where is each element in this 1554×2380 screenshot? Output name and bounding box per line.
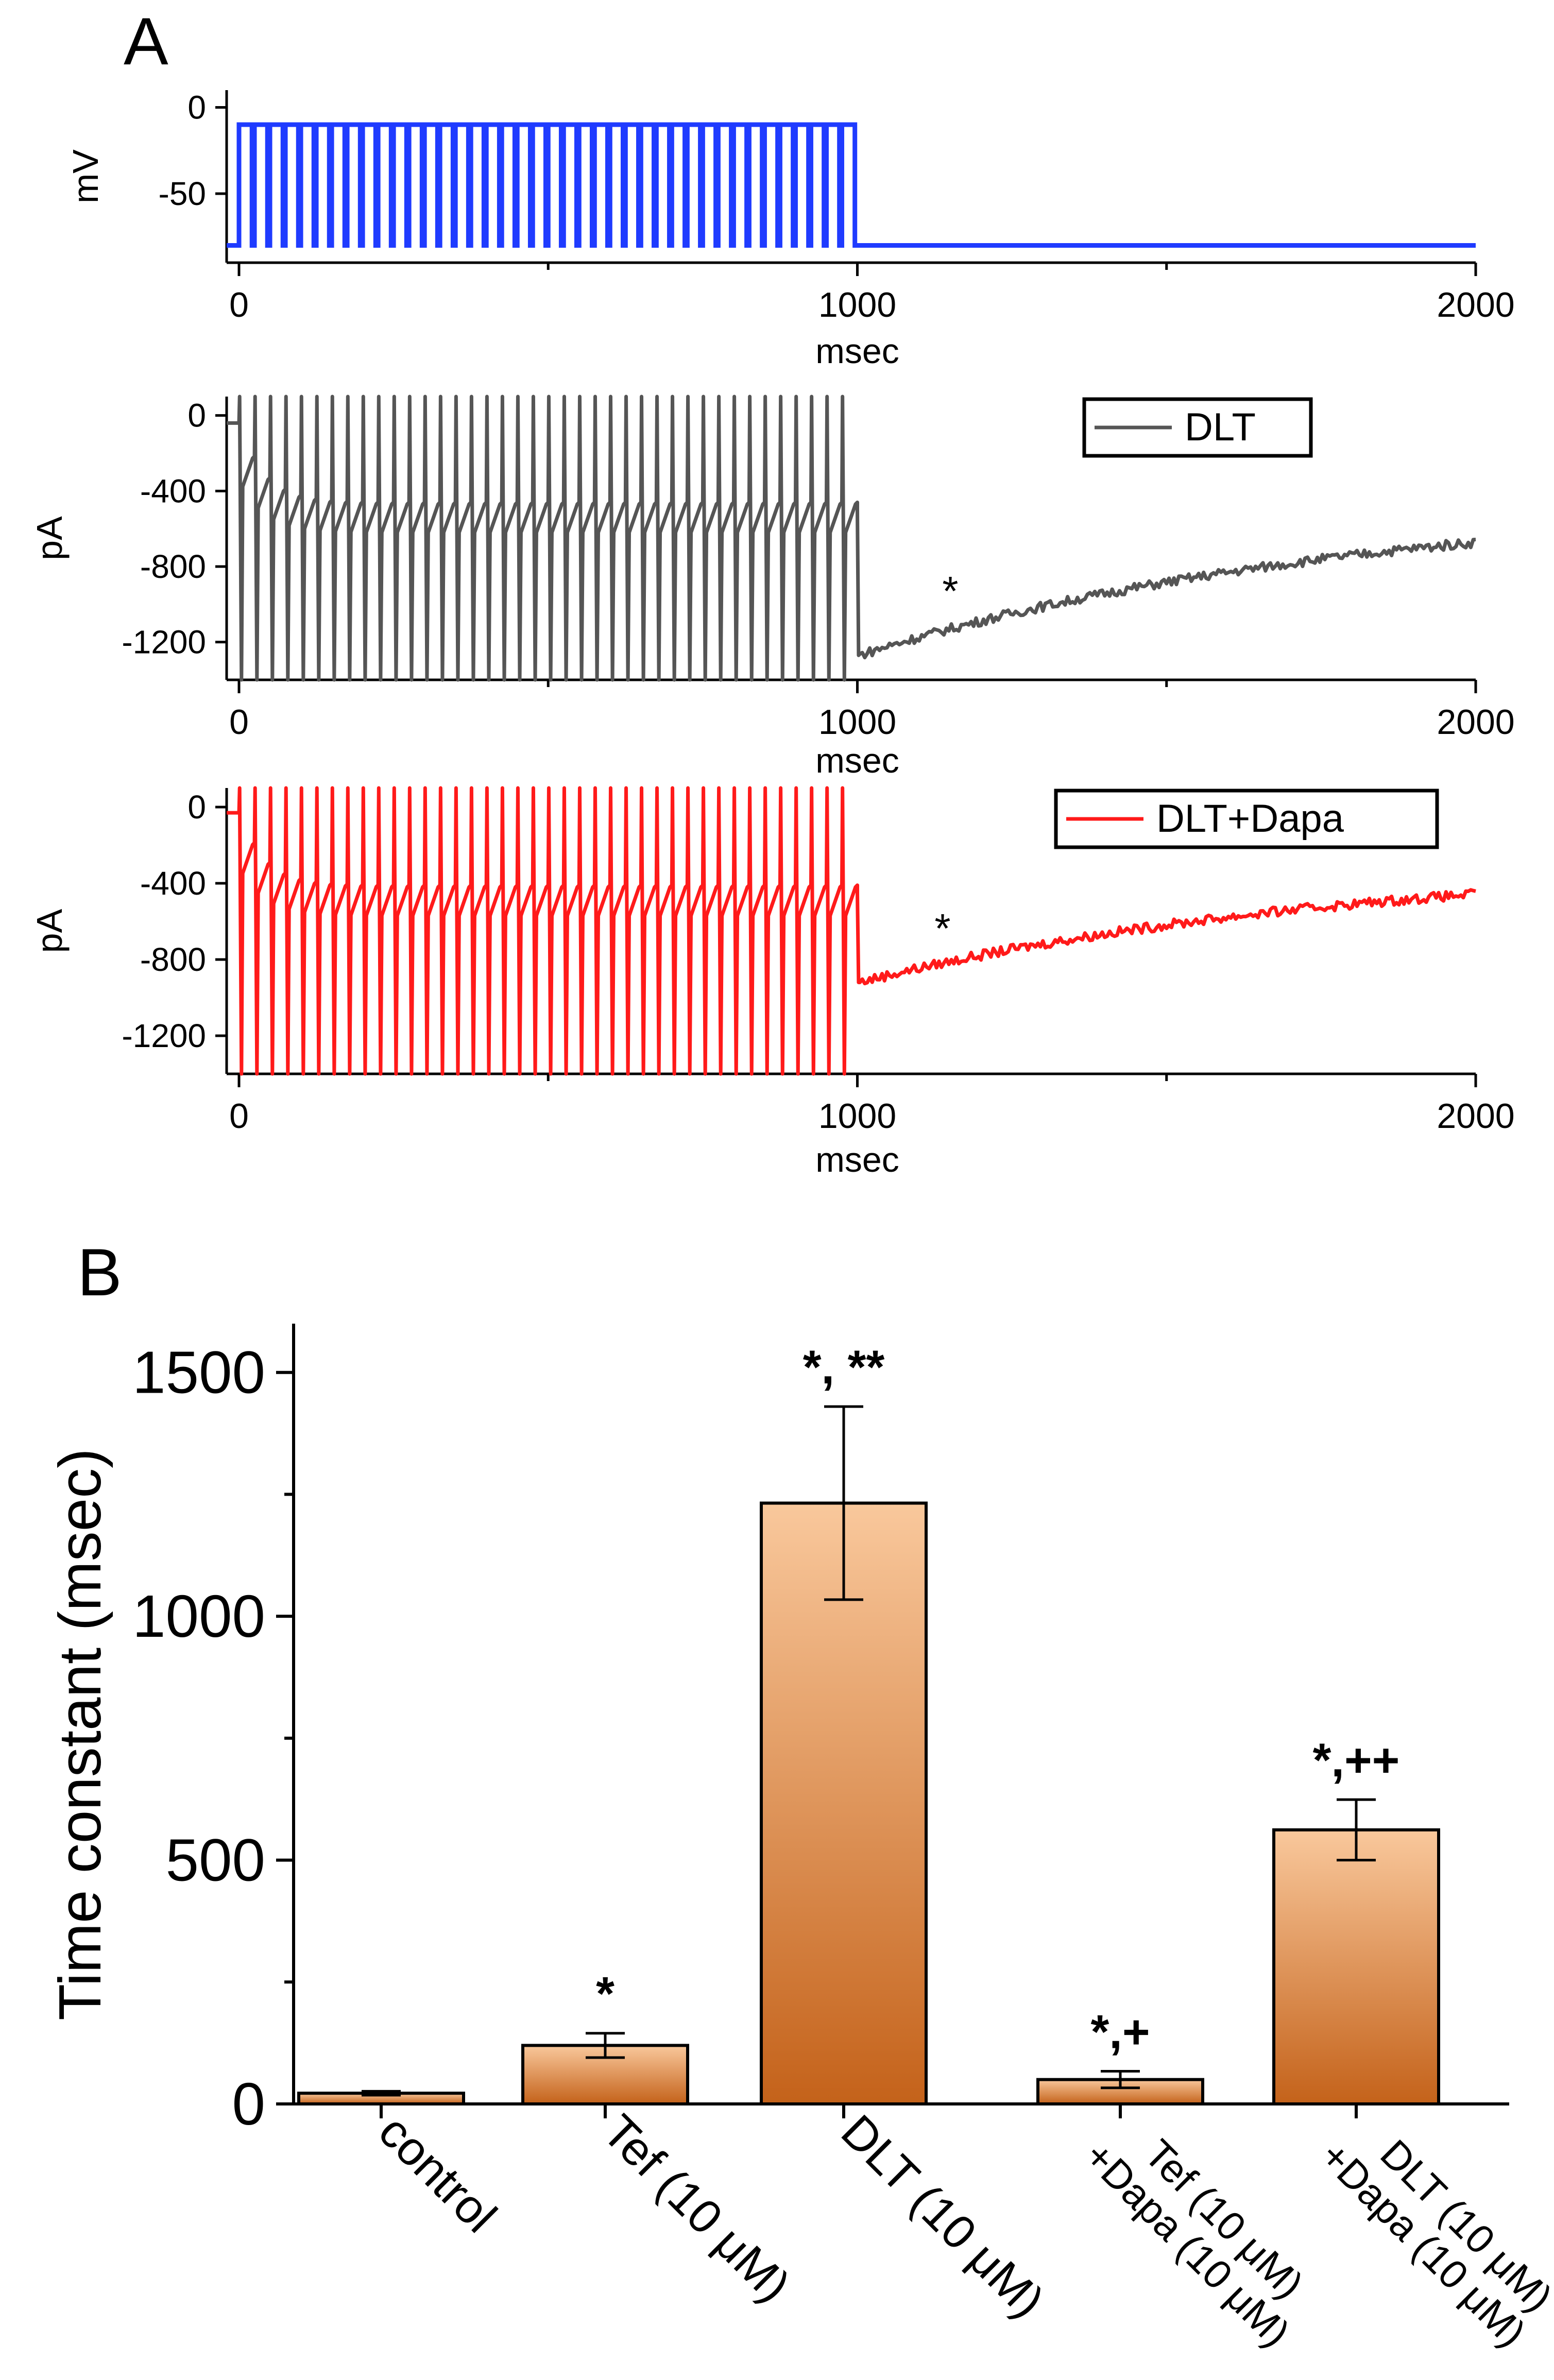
significance-label: *	[596, 1968, 614, 2021]
significance-label: *,++	[1313, 1734, 1400, 1787]
y-axis-label: pA	[29, 516, 70, 560]
significance-label: *,+	[1090, 2006, 1150, 2059]
x-tick-label: 1000	[818, 285, 896, 324]
voltage-protocol-plot: 0 -50 0 1000 2000 msec mV	[65, 89, 1515, 371]
y-tick-label: -400	[140, 865, 206, 902]
y-axis-label: mV	[65, 149, 106, 203]
significance-annotation: *	[942, 568, 958, 614]
bar	[760, 1501, 928, 2105]
y-tick-label: 0	[187, 397, 206, 434]
y-tick-label: 1000	[132, 1583, 265, 1650]
dlt-current-plot: 0 -400 -800 -1200 0 1000 2000 msec pA DLT *	[29, 395, 1515, 780]
y-tick-label: 500	[165, 1827, 265, 1894]
panel-a-label: A	[124, 4, 168, 79]
x-axis-label: msec	[815, 1140, 899, 1179]
x-category-label: control	[369, 2105, 506, 2242]
time-constant-bar-chart: 0 500 1000 1500 Time constant (msec) control *…	[46, 1324, 1554, 2356]
voltage-trace	[227, 122, 1476, 248]
x-category-label: Tef (10 μM)+Dapa (10 μM)	[1076, 2102, 1330, 2356]
legend-label: DLT+Dapa	[1156, 797, 1344, 841]
y-tick-label: -1200	[122, 1017, 206, 1054]
y-tick-label: -50	[159, 175, 207, 212]
current-trace	[227, 786, 1476, 1076]
x-tick-label: 0	[229, 285, 249, 324]
x-tick-label: 1000	[818, 703, 896, 742]
y-tick-label: -800	[140, 548, 206, 585]
y-tick-label: 0	[187, 789, 206, 826]
x-category-label: DLT (10 μM)+Dapa (10 μM)	[1312, 2102, 1554, 2356]
dapa-current-plot: 0 -400 -800 -1200 0 1000 2000 msec pA DLT+Dapa *	[29, 786, 1515, 1179]
panel-b-label: B	[77, 1235, 122, 1310]
current-trace	[227, 395, 1476, 682]
y-tick-label: -1200	[122, 624, 206, 661]
x-tick-label: 2000	[1437, 703, 1514, 742]
x-tick-label: 2000	[1437, 285, 1514, 324]
x-category-label: DLT (10 μM)	[831, 2105, 1054, 2328]
y-tick-label: 0	[232, 2070, 265, 2137]
x-tick-label: 2000	[1437, 1097, 1514, 1136]
bar	[1272, 1828, 1440, 2105]
x-tick-label: 0	[229, 703, 249, 742]
x-axis-label: msec	[815, 741, 899, 780]
x-axis-label: msec	[815, 332, 899, 371]
x-tick-label: 0	[229, 1097, 249, 1136]
significance-label: *, **	[803, 1341, 885, 1394]
y-tick-label: 0	[187, 89, 206, 126]
y-tick-label: 1500	[132, 1339, 265, 1406]
significance-annotation: *	[934, 905, 950, 951]
y-axis-label: Time constant (msec)	[46, 1448, 113, 2021]
x-category-label: Tef (10 μM)	[593, 2105, 800, 2312]
y-tick-label: -400	[140, 472, 206, 509]
y-axis-label: pA	[29, 909, 70, 953]
y-tick-label: -800	[140, 941, 206, 978]
legend-label: DLT	[1185, 405, 1256, 449]
x-tick-label: 1000	[818, 1097, 896, 1136]
